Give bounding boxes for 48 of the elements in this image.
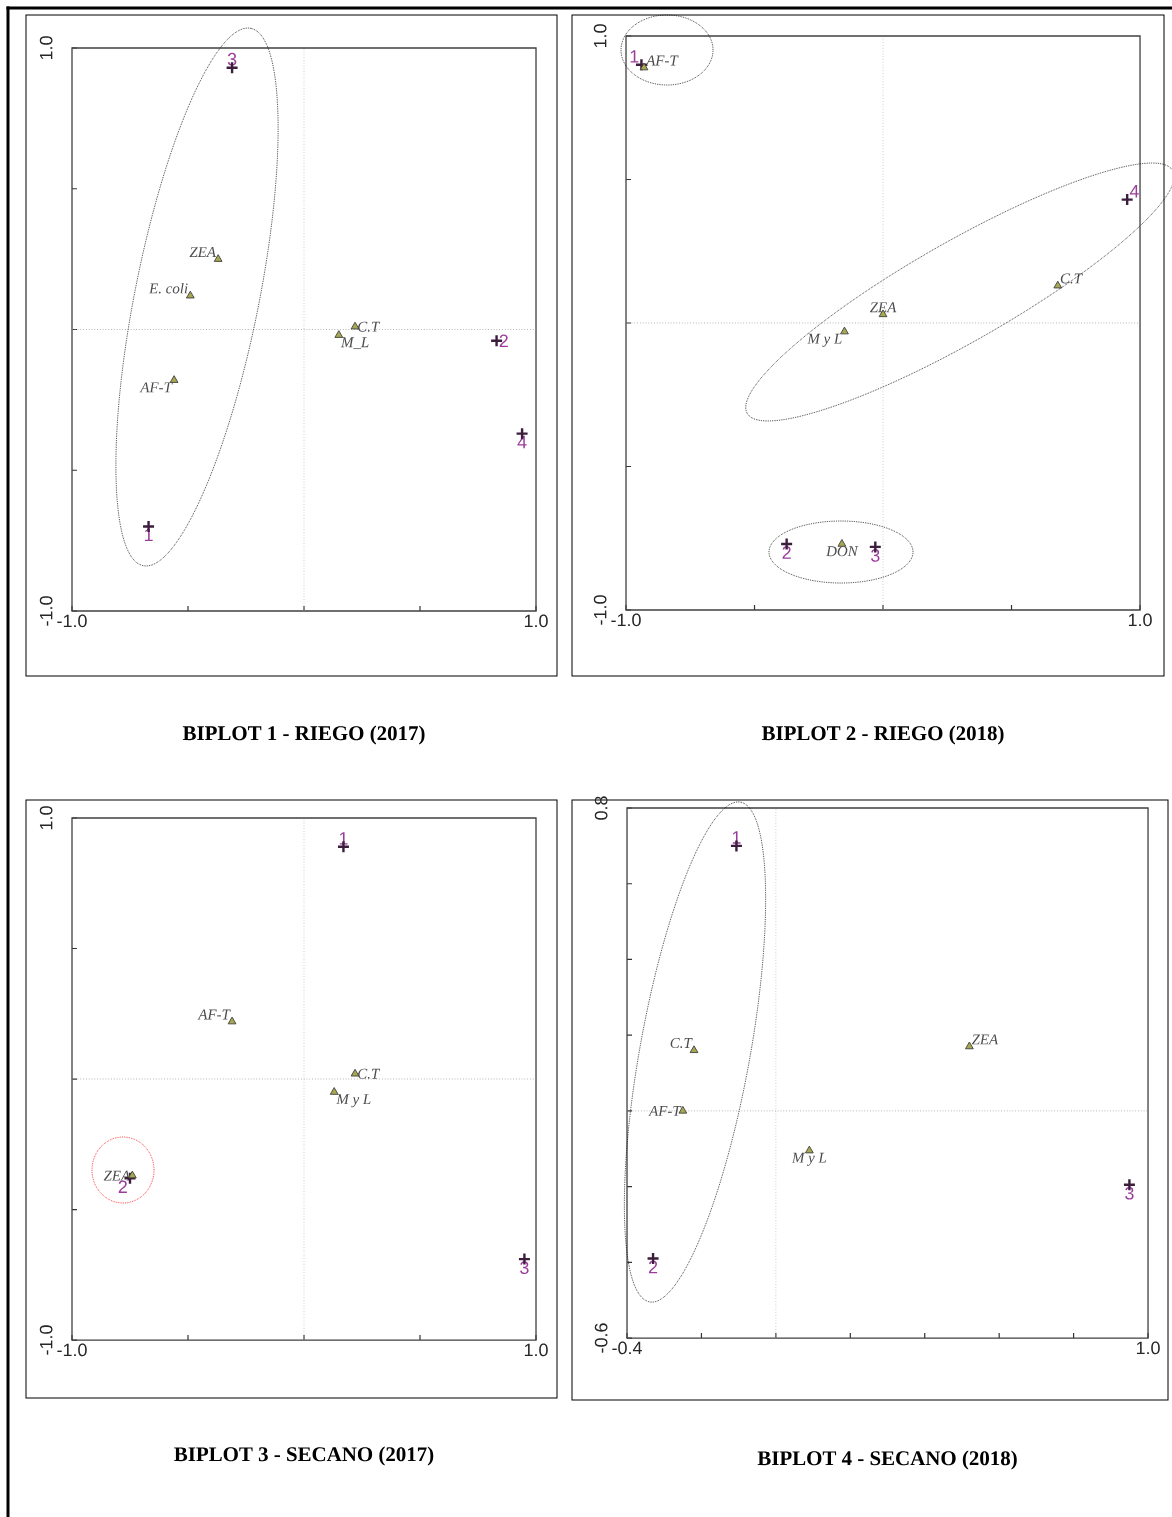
text: BIPLOT 4 - SECANO (2018) <box>757 1450 1017 1470</box>
x-tick-label: 1.0 <box>524 1343 548 1357</box>
annotation: 2 <box>782 546 791 559</box>
text: BIPLOT 1 - RIEGO (2017) <box>182 725 425 745</box>
annotation: 3 <box>1125 1186 1134 1200</box>
x-tick-label: -0.4 <box>612 1341 642 1355</box>
annotation: ZEA <box>971 1034 999 1045</box>
x-tick-label: -1.0 <box>611 613 641 627</box>
x-tick-label: 1.0 <box>524 614 548 628</box>
annotation: E. coli <box>148 282 188 294</box>
y-tick-label: 1.0 <box>39 36 53 60</box>
text: BIPLOT 2 - RIEGO (2018) <box>761 725 1004 745</box>
annotation: C.T <box>358 321 381 332</box>
x-tick-label: -1.0 <box>57 614 87 628</box>
annotation: 4 <box>1129 185 1139 198</box>
annotation: M_L <box>340 337 369 350</box>
x-tick-label: -1.0 <box>57 1343 87 1357</box>
annotation: C.T <box>670 1038 693 1049</box>
annotation: C.T <box>358 1068 381 1079</box>
point <box>805 1145 814 1154</box>
annotation: AF-T <box>197 1009 231 1020</box>
y-tick-label: -0.6 <box>594 1323 608 1353</box>
annotation: DON <box>825 546 859 557</box>
annotation: M y L <box>807 333 842 347</box>
annotation: M y L <box>791 1152 827 1166</box>
annotation: 3 <box>520 1261 529 1275</box>
annotation: ZEA <box>103 1170 131 1181</box>
annotation: ZEA <box>869 302 897 313</box>
y-tick-label: 1.0 <box>593 24 607 48</box>
annotation: ZEA <box>189 247 217 257</box>
x-tick-label: 1.0 <box>1128 613 1152 627</box>
point <box>965 1041 974 1050</box>
y-tick-label: 1.0 <box>39 806 53 830</box>
annotation: C.T <box>1060 273 1083 284</box>
annotation: M y L <box>336 1094 371 1108</box>
y-tick-label: 0.8 <box>594 796 608 820</box>
annotation: 2 <box>499 334 508 348</box>
annotation: 2 <box>118 1180 127 1193</box>
annotation: AF-T <box>645 55 679 66</box>
point <box>840 326 849 335</box>
annotation: 1 <box>630 50 639 63</box>
annotation: AF-T <box>139 382 173 393</box>
annotation: 3 <box>871 549 880 562</box>
point <box>329 1087 339 1095</box>
point <box>334 330 344 338</box>
text: BIPLOT 3 - SECANO (2017) <box>174 1446 434 1466</box>
x-tick-label: 1.0 <box>1136 1341 1160 1355</box>
point <box>169 375 179 383</box>
